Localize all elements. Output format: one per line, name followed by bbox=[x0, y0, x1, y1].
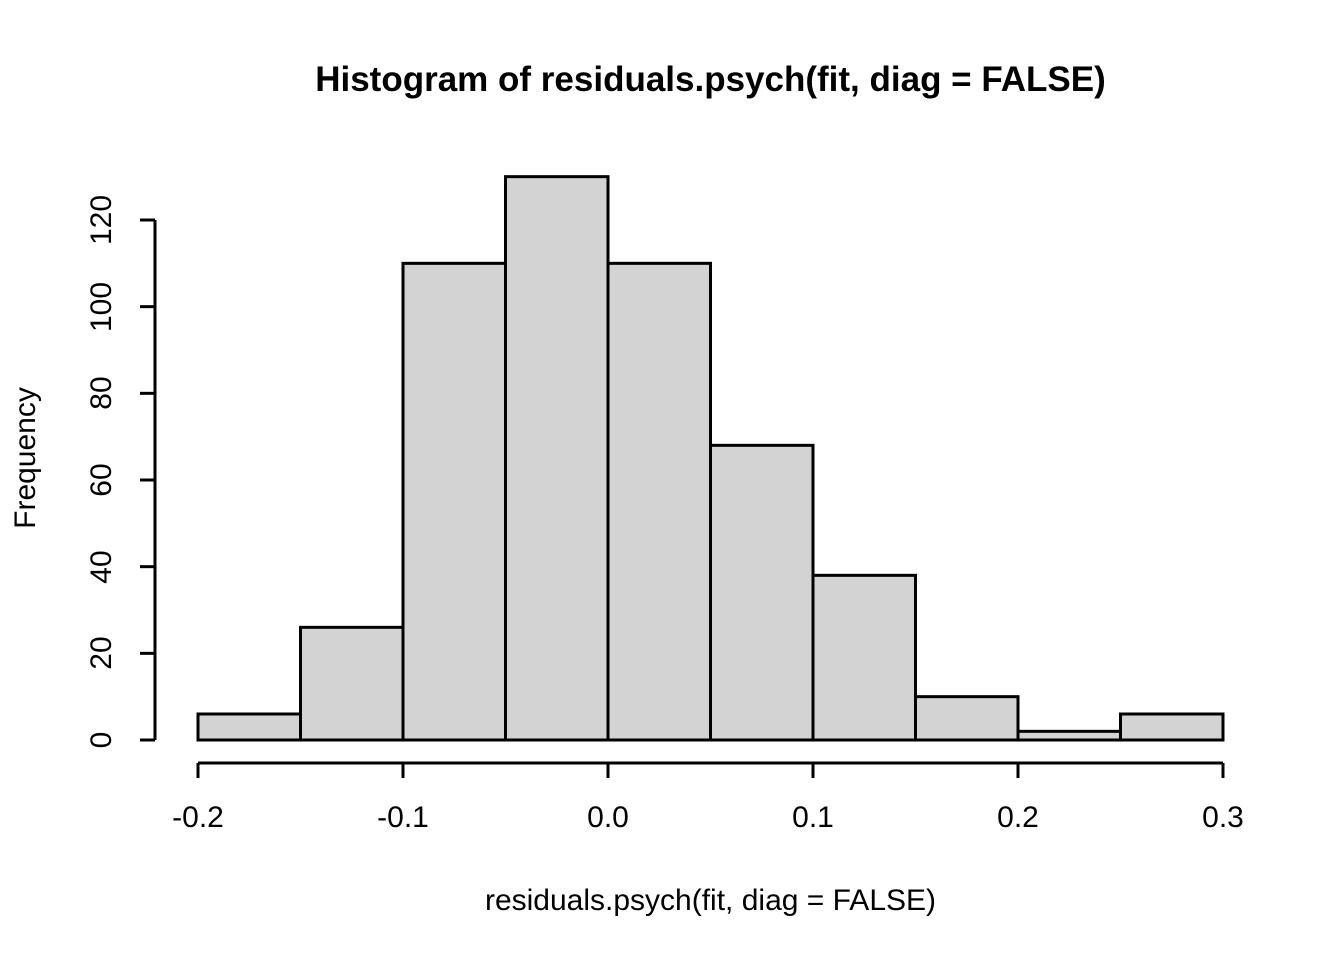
histogram-bar bbox=[401, 261, 507, 742]
x-tick-label: 0.1 bbox=[792, 801, 834, 834]
histogram-bar bbox=[504, 175, 610, 742]
x-tick-label: -0.1 bbox=[377, 801, 429, 834]
histogram-bar bbox=[914, 695, 1020, 742]
x-tick-label: -0.2 bbox=[172, 801, 224, 834]
x-tick-label: 0.0 bbox=[587, 801, 629, 834]
histogram-bar bbox=[196, 712, 302, 742]
histogram-bar bbox=[811, 573, 917, 742]
x-axis-title: residuals.psych(fit, diag = FALSE) bbox=[484, 884, 937, 917]
y-tick-label: 120 bbox=[85, 194, 118, 246]
histogram-bar bbox=[1016, 729, 1122, 742]
chart-title: Histogram of residuals.psych(fit, diag =… bbox=[315, 60, 1106, 99]
histogram-bar bbox=[299, 625, 405, 742]
histogram-bar bbox=[709, 443, 815, 742]
x-tick-label: 0.2 bbox=[997, 801, 1039, 834]
histogram-bar bbox=[606, 261, 712, 742]
histogram-bar bbox=[1119, 712, 1225, 742]
x-tick-label: 0.3 bbox=[1202, 801, 1244, 834]
